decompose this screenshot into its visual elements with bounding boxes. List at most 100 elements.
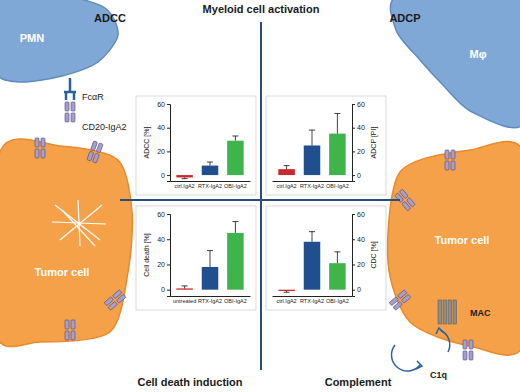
plot-area [278,113,345,175]
tick-mark [167,151,170,152]
antibody-chain [41,138,45,147]
arrow-head [436,328,444,334]
tick-label: 0 [357,172,361,179]
tick-mark [352,128,355,129]
mac-complex [438,300,457,324]
tick-label: 40 [357,236,365,243]
chart-panel: 0204060ctrl.IgA2RTX-IgA2OBI-IgA2ADCC [%] [136,96,256,195]
bar [278,169,295,175]
y-axis: 0204060 [352,211,365,297]
tick-label: 60 [157,211,165,218]
bar [202,166,219,175]
tick: OBI-IgA2 [326,181,349,189]
tick: 0 [352,172,361,179]
tick-label: 0 [357,286,361,293]
pmn-label: PMN [20,32,45,44]
antibody-chain [65,102,69,111]
tick: 20 [352,148,365,155]
tick-label: 20 [157,148,165,155]
category-label: ctrl.IgA2 [175,183,195,189]
tick-label: 60 [357,101,365,108]
tick-label: 60 [157,101,165,108]
tick: 40 [157,236,170,243]
axis-line [167,105,171,182]
tick: RTX-IgA2 [300,181,324,189]
antibody-label: CD20-IgA2 [82,122,127,132]
tick-mark [352,239,355,240]
error-cap [334,113,340,114]
category-label: ctrl.IgA2 [277,298,297,304]
tick-mark [167,239,170,240]
antibody-chain [398,290,407,299]
divider [120,199,400,201]
antibody-chain [65,113,69,122]
error-cap [334,251,340,252]
tick-mark [167,264,170,265]
antibody [65,320,75,340]
error-bar [312,232,313,242]
bar [202,267,219,290]
axis-line [171,181,251,182]
tick-mark [352,175,355,176]
chart-panel: 0204060untreatedRTX-IgA2OBI-IgA2Cell dea… [136,206,256,310]
tick: 20 [157,261,170,268]
axis-title: Cell death [%] [143,233,151,277]
error-bar [235,136,236,141]
error-cap [284,292,290,293]
antibody-chain [35,149,39,158]
quadrant-title: ADCC [94,12,126,24]
mac-pore [453,300,457,324]
quadrant-title: Complement [325,376,392,388]
error-cap [284,165,290,166]
tick: 40 [157,124,170,131]
plot-area [278,232,345,293]
antibody-chain [463,351,467,360]
tick: RTX-IgA2 [300,296,324,304]
axis-line [273,181,353,182]
tick-label: 20 [357,148,365,155]
plot-area [176,222,243,290]
antibody-chain [463,340,467,349]
fc-receptor [64,78,76,100]
antibody-chain [87,151,94,161]
antibody-chain [35,138,39,147]
antibody [104,290,126,311]
tick-mark [167,104,170,105]
tumor-cell-right [388,142,520,356]
category-label: ctrl.IgA2 [277,183,297,189]
bar [176,175,193,177]
tick: 40 [352,236,365,243]
antibody-chain [71,113,75,122]
antibody-chain [113,290,122,299]
tick-mark [167,290,170,291]
tick-mark [352,214,355,215]
bar [304,242,321,290]
tick-label: 60 [357,211,365,218]
error-bar [210,251,211,267]
tick: 60 [157,101,170,108]
tick: 60 [157,211,170,218]
antibody-chain [469,351,473,360]
c1q-label: C1q [430,370,447,380]
chart-panel: 0204060ctrl.IgA2RTX-IgA2OBI-IgA2CDC [%] [266,206,386,310]
error-cap [309,231,315,232]
x-axis: ctrl.IgA2RTX-IgA2OBI-IgA2 [171,181,251,189]
antibody-chain [445,161,449,170]
mac-pore [443,300,447,324]
axis-line [353,215,356,297]
category-label: untreated [173,298,196,304]
panel-background [266,206,386,310]
divider [260,22,262,370]
tick-label: 40 [157,236,165,243]
antibody [389,290,411,311]
category-label: OBI-IgA2 [326,183,349,189]
category-label: RTX-IgA2 [300,183,324,189]
category-label: RTX-IgA2 [198,183,222,189]
tick: 0 [161,172,170,179]
error-bar [286,166,287,170]
receptor-label: FcαR [82,92,104,102]
antibody [87,141,103,163]
category-label: OBI-IgA2 [326,298,349,304]
tumor-cell-left [0,139,132,347]
bar [278,290,295,291]
